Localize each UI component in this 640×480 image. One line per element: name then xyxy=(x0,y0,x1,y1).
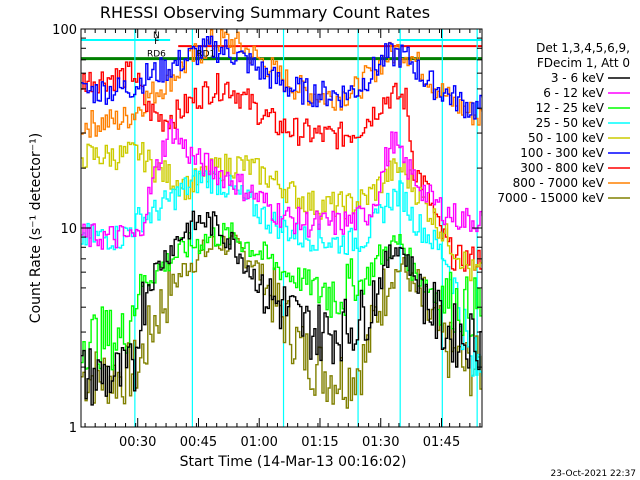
x-tick-label-0: 00:30 xyxy=(119,435,156,450)
y-tick-label-1: 10 xyxy=(60,222,77,237)
series-line-7 xyxy=(81,29,482,138)
flag-label-rd6: RD6 xyxy=(147,50,166,60)
x-tick-label-1: 00:45 xyxy=(180,435,217,450)
series-line-0 xyxy=(81,210,482,406)
series-line-4 xyxy=(81,141,482,282)
legend-entry-label-0: 3 - 6 keV xyxy=(551,71,605,85)
legend: Det 1,3,4,5,6,9, FDecim 1, Att 0 3 - 6 k… xyxy=(497,41,630,205)
y-tick-label-2: 100 xyxy=(52,23,77,38)
legend-entry-label-1: 6 - 12 keV xyxy=(543,86,605,100)
legend-entry-label-5: 100 - 300 keV xyxy=(520,146,604,160)
x-tick-label-5: 01:45 xyxy=(423,435,460,450)
flag-label-n: N xyxy=(153,31,160,41)
legend-entry-label-2: 12 - 25 keV xyxy=(536,101,605,115)
flag-labels: NF RD6 RD1 xyxy=(147,31,215,60)
legend-entry-label-3: 25 - 50 keV xyxy=(536,116,605,130)
y-axis-title: Count Rate (s⁻¹ detector⁻¹) xyxy=(28,133,44,323)
flag-label-rd1: RD1 xyxy=(196,50,215,60)
series-line-1 xyxy=(81,118,482,250)
y-tick-label-0: 1 xyxy=(69,421,77,436)
x-axis-title: Start Time (14-Mar-13 00:16:02) xyxy=(180,454,407,470)
x-tick-label-3: 01:15 xyxy=(301,435,338,450)
y-axis: 1 10 100 xyxy=(52,23,482,436)
legend-entry-label-8: 7000 - 15000 keV xyxy=(497,191,604,205)
x-tick-label-2: 01:00 xyxy=(240,435,277,450)
legend-entry-label-7: 800 - 7000 keV xyxy=(513,176,605,190)
series-line-5 xyxy=(81,35,482,120)
legend-entry-label-6: 300 - 800 keV xyxy=(520,161,604,175)
footer-date: 23-Oct-2021 22:37 xyxy=(551,469,636,479)
x-tick-label-4: 01:30 xyxy=(362,435,399,450)
chart-title: RHESSI Observing Summary Count Rates xyxy=(100,3,430,22)
legend-entry-label-4: 50 - 100 keV xyxy=(528,131,605,145)
legend-header-line-1: Det 1,3,4,5,6,9, xyxy=(536,41,630,55)
legend-header-line-2: FDecim 1, Att 0 xyxy=(537,56,630,70)
plot-area: NF RD6 RD1 1 10 100 00:30 00:45 01:00 01:15 01:3… xyxy=(52,23,483,450)
series-lines xyxy=(81,29,482,409)
x-axis: 00:30 00:45 01:00 01:15 01:30 01:45 xyxy=(84,29,481,450)
flag-label-f: F xyxy=(154,37,159,47)
